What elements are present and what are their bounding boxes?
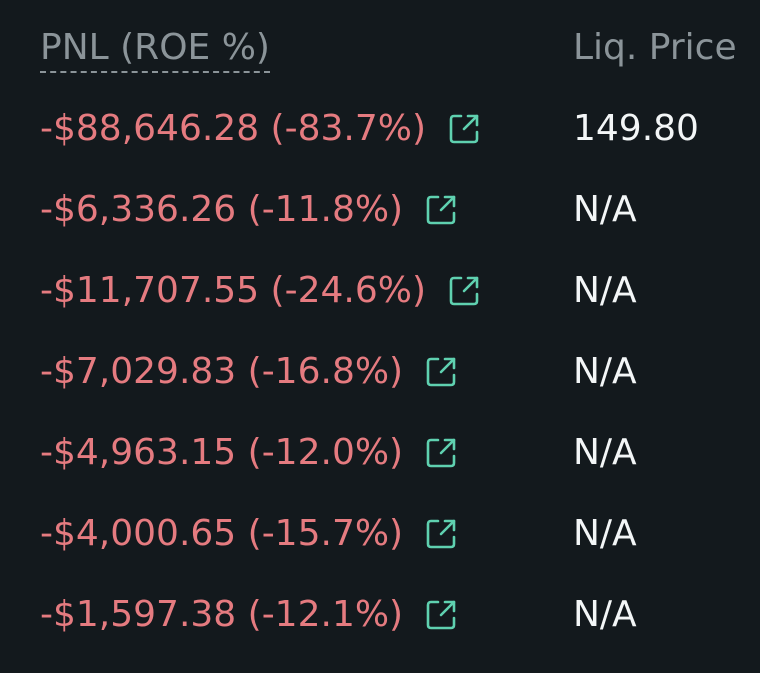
pnl-cell: -$4,000.65 (-15.7%) [40, 493, 459, 574]
liq-price-header: Liq. Price [573, 27, 737, 68]
share-icon[interactable] [446, 273, 482, 309]
liq-price-cell: 149.80 [573, 107, 699, 149]
liq-price-cell: N/A [573, 593, 637, 635]
share-icon[interactable] [446, 111, 482, 147]
table-row: -$11,707.55 (-24.6%) N/A [0, 250, 760, 331]
table-row: -$7,029.83 (-16.8%) N/A [0, 331, 760, 412]
pnl-cell: -$88,646.28 (-83.7%) [40, 88, 482, 169]
pnl-value: -$4,963.15 (-12.0%) [40, 431, 404, 473]
liq-price-cell: N/A [573, 512, 637, 554]
table-row: -$4,963.15 (-12.0%) N/A [0, 412, 760, 493]
pnl-cell: -$6,336.26 (-11.8%) [40, 169, 459, 250]
pnl-cell: -$11,707.55 (-24.6%) [40, 250, 482, 331]
table-row: -$88,646.28 (-83.7%) 149.80 [0, 88, 760, 169]
table-header: PNL (ROE %) Liq. Price [0, 0, 760, 90]
pnl-value: -$4,000.65 (-15.7%) [40, 512, 404, 554]
liq-price-cell: N/A [573, 350, 637, 392]
pnl-value: -$11,707.55 (-24.6%) [40, 269, 426, 311]
liq-price-cell: N/A [573, 188, 637, 230]
liq-price-cell: N/A [573, 269, 637, 311]
pnl-value: -$7,029.83 (-16.8%) [40, 350, 404, 392]
pnl-cell: -$7,029.83 (-16.8%) [40, 331, 459, 412]
pnl-roe-header[interactable]: PNL (ROE %) [40, 26, 270, 73]
share-icon[interactable] [423, 516, 459, 552]
table-row: -$4,000.65 (-15.7%) N/A [0, 493, 760, 574]
pnl-cell: -$1,597.38 (-12.1%) [40, 574, 459, 655]
pnl-value: -$1,597.38 (-12.1%) [40, 593, 404, 635]
share-icon[interactable] [423, 435, 459, 471]
share-icon[interactable] [423, 597, 459, 633]
pnl-cell: -$4,963.15 (-12.0%) [40, 412, 459, 493]
table-row: -$6,336.26 (-11.8%) N/A [0, 169, 760, 250]
table-body: -$88,646.28 (-83.7%) 149.80 -$6,336.26 (… [0, 88, 760, 655]
pnl-value: -$6,336.26 (-11.8%) [40, 188, 404, 230]
table-row: -$1,597.38 (-12.1%) N/A [0, 574, 760, 655]
liq-price-cell: N/A [573, 431, 637, 473]
pnl-value: -$88,646.28 (-83.7%) [40, 107, 426, 149]
share-icon[interactable] [423, 354, 459, 390]
share-icon[interactable] [423, 192, 459, 228]
